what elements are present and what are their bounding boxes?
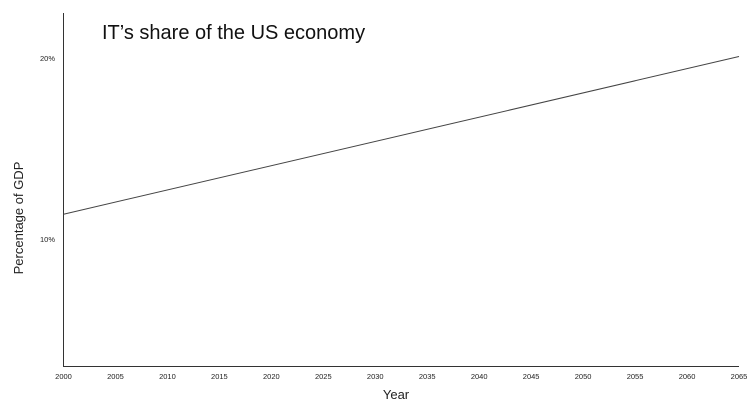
x-tick-label: 2040 bbox=[471, 372, 488, 381]
x-tick-label: 2005 bbox=[107, 372, 124, 381]
x-tick-label: 2020 bbox=[263, 372, 280, 381]
x-tick-label: 2065 bbox=[731, 372, 748, 381]
series-line-0 bbox=[63, 56, 740, 215]
x-tick-label: 2060 bbox=[679, 372, 696, 381]
chart-title: IT’s share of the US economy bbox=[102, 22, 365, 44]
x-axis-label: Year bbox=[383, 387, 410, 402]
y-axis-label: Percentage of GDP bbox=[11, 162, 26, 275]
series-layer bbox=[63, 56, 740, 215]
x-tick-label: 2050 bbox=[575, 372, 592, 381]
y-tick-label: 20% bbox=[40, 54, 55, 63]
y-tick-label: 10% bbox=[40, 235, 55, 244]
x-tick-labels: 2000 2005 2010 2015 2020 2025 2030 2035 2040 2045… bbox=[55, 372, 747, 381]
y-tick-labels: 10% 20% bbox=[40, 54, 55, 244]
x-tick-label: 2045 bbox=[523, 372, 540, 381]
x-tick-label: 2015 bbox=[211, 372, 228, 381]
x-tick-label: 2055 bbox=[627, 372, 644, 381]
x-tick-label: 2025 bbox=[315, 372, 332, 381]
x-tick-label: 2030 bbox=[367, 372, 384, 381]
x-tick-label: 2000 bbox=[55, 372, 72, 381]
x-tick-label: 2010 bbox=[159, 372, 176, 381]
x-tick-label: 2035 bbox=[419, 372, 436, 381]
